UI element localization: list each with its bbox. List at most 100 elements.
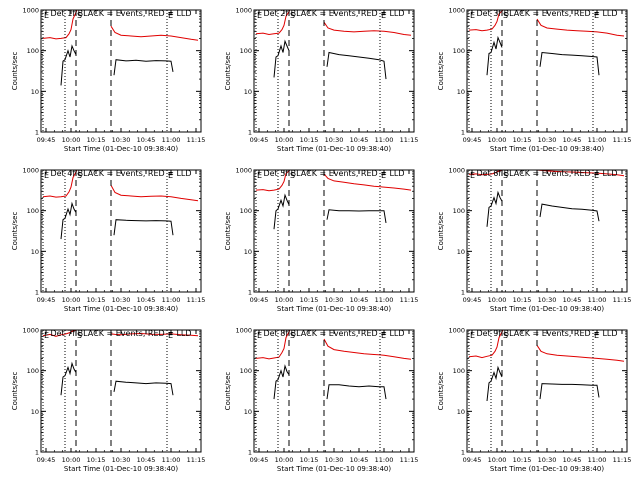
marker-label-1: E — [257, 331, 262, 340]
x-tick-label: 10:30 — [325, 296, 344, 304]
marker-label-5: E — [594, 331, 599, 340]
x-tick-label: 10:15 — [513, 456, 532, 464]
series-events-line-2 — [326, 51, 387, 80]
series-events-line-1 — [60, 44, 77, 86]
panel-title: Det 4f BLACK = Events, RED = LLD — [50, 169, 191, 178]
series-lld-line-2 — [323, 21, 412, 36]
x-tick-label: 09:45 — [37, 456, 56, 464]
x-tick-label: 10:30 — [538, 296, 557, 304]
chart-panel-9: E S E 1 10 100 1000 09:45 10:00 10:15 10:30 10:45 11… — [437, 327, 631, 474]
panel-title: Det 7f BLACK = Events, RED = LLD — [50, 329, 191, 338]
chart-panel-5: E S E 1 10 100 1000 09:45 10:00 10:15 10:30 10:45 11… — [224, 167, 418, 314]
panel-title: Det 3f BLACK = Events, RED = LLD — [476, 9, 617, 18]
y-tick-label: 10 — [31, 88, 39, 96]
panel-title: Det 2f BLACK = Events, RED = LLD — [263, 9, 404, 18]
x-axis-label: Start Time (01-Dec-10 09:38:40) — [490, 305, 604, 313]
marker-label-1: E — [470, 331, 475, 340]
y-tick-label: 100 — [27, 47, 39, 55]
x-tick-label: 11:00 — [375, 456, 394, 464]
chart-panel-8: E S E 1 10 100 1000 09:45 10:00 10:15 10:30 10:45 11… — [224, 327, 418, 474]
series-events-line-2 — [539, 383, 600, 400]
y-tick-label: 1000 — [448, 167, 465, 175]
series-lld-line-1 — [468, 9, 504, 32]
y-tick-label: 1 — [35, 289, 39, 297]
series-events-line-2 — [539, 51, 600, 76]
x-tick-label: 09:45 — [250, 136, 269, 144]
y-tick-label: 1000 — [448, 7, 465, 15]
y-tick-label: 10 — [244, 408, 252, 416]
series-lld-line-1 — [468, 329, 504, 359]
y-axis-label: Counts/sec — [437, 372, 445, 411]
x-tick-label: 11:00 — [588, 136, 607, 144]
x-tick-label: 11:15 — [613, 136, 632, 144]
x-tick-label: 10:45 — [350, 296, 369, 304]
y-axis-label: Counts/sec — [224, 52, 232, 91]
series-events-line-2 — [326, 384, 387, 400]
x-tick-label: 11:00 — [375, 296, 394, 304]
y-tick-label: 1 — [461, 449, 465, 457]
x-tick-label: 11:15 — [400, 296, 419, 304]
marker-label-5: E — [594, 171, 599, 180]
x-tick-label: 10:00 — [488, 456, 507, 464]
panel-title: Det 6f BLACK = Events, RED = LLD — [476, 169, 617, 178]
y-axis-label: Counts/sec — [224, 212, 232, 251]
x-tick-label: 11:15 — [400, 456, 419, 464]
x-tick-label: 10:15 — [87, 136, 106, 144]
x-tick-label: 10:45 — [137, 456, 156, 464]
marker-label-1: E — [44, 171, 49, 180]
x-tick-label: 11:15 — [187, 136, 206, 144]
y-tick-label: 1 — [248, 129, 252, 137]
x-tick-label: 11:15 — [400, 136, 419, 144]
series-lld-line-1 — [255, 169, 291, 192]
y-tick-label: 100 — [240, 47, 252, 55]
marker-label-3: S — [77, 331, 82, 340]
series-lld-line-1 — [255, 9, 291, 36]
x-tick-label: 09:45 — [463, 456, 482, 464]
series-lld-line-2 — [323, 338, 412, 360]
series-events-line-1 — [60, 201, 77, 240]
y-tick-label: 1 — [461, 289, 465, 297]
x-axis-label: Start Time (01-Dec-10 09:38:40) — [277, 145, 391, 153]
series-events-line-2 — [113, 59, 174, 76]
x-tick-label: 10:00 — [488, 296, 507, 304]
x-tick-label: 11:00 — [588, 296, 607, 304]
x-axis-label: Start Time (01-Dec-10 09:38:40) — [64, 305, 178, 313]
x-tick-label: 10:15 — [300, 456, 319, 464]
x-tick-label: 10:00 — [275, 456, 294, 464]
marker-label-5: E — [594, 11, 599, 20]
y-tick-label: 1000 — [22, 7, 39, 15]
marker-label-1: E — [470, 11, 475, 20]
series-lld-line-2 — [110, 332, 199, 337]
y-tick-label: 10 — [244, 248, 252, 256]
marker-label-3: S — [503, 331, 508, 340]
marker-label-3: S — [77, 171, 82, 180]
y-tick-label: 1000 — [22, 167, 39, 175]
y-tick-label: 10 — [457, 248, 465, 256]
y-tick-label: 1000 — [22, 327, 39, 335]
y-tick-label: 100 — [27, 207, 39, 215]
x-tick-label: 10:15 — [300, 136, 319, 144]
y-tick-label: 1 — [248, 449, 252, 457]
y-tick-label: 1000 — [235, 167, 252, 175]
series-lld-line-2 — [536, 345, 625, 362]
marker-label-3: S — [503, 11, 508, 20]
y-axis-label: Counts/sec — [11, 372, 19, 411]
y-tick-label: 10 — [457, 88, 465, 96]
chart-panel-2: E S E 1 10 100 1000 09:45 10:00 10:15 10:30 10:45 11… — [224, 7, 418, 154]
series-events-line-1 — [60, 361, 77, 396]
y-tick-label: 100 — [27, 367, 39, 375]
y-axis-label: Counts/sec — [224, 372, 232, 411]
marker-label-1: E — [257, 11, 262, 20]
x-axis-label: Start Time (01-Dec-10 09:38:40) — [490, 145, 604, 153]
x-tick-label: 11:15 — [187, 296, 206, 304]
series-events-line-1 — [486, 35, 503, 76]
x-tick-label: 10:30 — [112, 296, 131, 304]
marker-label-5: E — [381, 11, 386, 20]
y-tick-label: 10 — [457, 408, 465, 416]
series-events-line-2 — [113, 380, 174, 396]
marker-label-1: E — [44, 331, 49, 340]
x-tick-label: 09:45 — [250, 296, 269, 304]
x-axis-label: Start Time (01-Dec-10 09:38:40) — [64, 145, 178, 153]
y-tick-label: 100 — [453, 47, 465, 55]
